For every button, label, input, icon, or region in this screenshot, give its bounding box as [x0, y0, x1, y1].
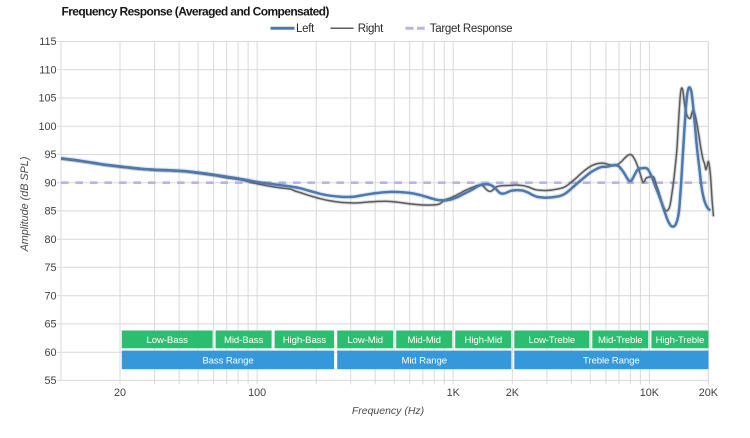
svg-text:Right: Right	[358, 23, 384, 35]
svg-text:10K: 10K	[640, 387, 660, 399]
svg-text:Mid-Treble: Mid-Treble	[598, 335, 643, 346]
svg-text:110: 110	[39, 64, 56, 76]
svg-text:80: 80	[44, 234, 56, 246]
svg-text:2K: 2K	[506, 387, 520, 399]
svg-text:85: 85	[44, 206, 56, 218]
svg-text:Target Response: Target Response	[430, 23, 512, 35]
svg-text:105: 105	[38, 93, 56, 105]
svg-text:Amplitude (dB SPL): Amplitude (dB SPL)	[19, 157, 31, 253]
svg-text:Bass Range: Bass Range	[202, 355, 253, 366]
svg-text:100: 100	[248, 387, 266, 399]
svg-text:20: 20	[114, 387, 126, 399]
svg-text:Frequency Response (Averaged a: Frequency Response (Averaged and Compens…	[62, 4, 330, 18]
svg-text:Low-Treble: Low-Treble	[528, 335, 575, 346]
svg-text:High-Bass: High-Bass	[283, 335, 327, 346]
svg-text:115: 115	[39, 36, 56, 48]
svg-text:20K: 20K	[699, 387, 719, 399]
svg-text:55: 55	[44, 375, 56, 387]
svg-text:60: 60	[44, 347, 56, 359]
svg-text:High-Mid: High-Mid	[465, 335, 503, 346]
svg-text:Frequency (Hz): Frequency (Hz)	[352, 405, 424, 417]
svg-text:Mid Range: Mid Range	[401, 355, 447, 366]
svg-text:Left: Left	[296, 23, 315, 35]
svg-text:Mid-Bass: Mid-Bass	[224, 335, 263, 346]
svg-text:Mid-Mid: Mid-Mid	[407, 335, 440, 346]
svg-text:Treble Range: Treble Range	[583, 355, 640, 366]
svg-text:65: 65	[44, 319, 56, 331]
svg-text:1K: 1K	[447, 387, 461, 399]
svg-text:90: 90	[44, 177, 56, 189]
svg-text:70: 70	[44, 290, 56, 302]
svg-text:High-Treble: High-Treble	[656, 335, 705, 346]
svg-text:95: 95	[44, 149, 56, 161]
svg-text:75: 75	[44, 262, 56, 274]
svg-text:100: 100	[38, 121, 56, 133]
svg-text:Low-Mid: Low-Mid	[347, 335, 383, 346]
svg-text:Low-Bass: Low-Bass	[147, 335, 189, 346]
